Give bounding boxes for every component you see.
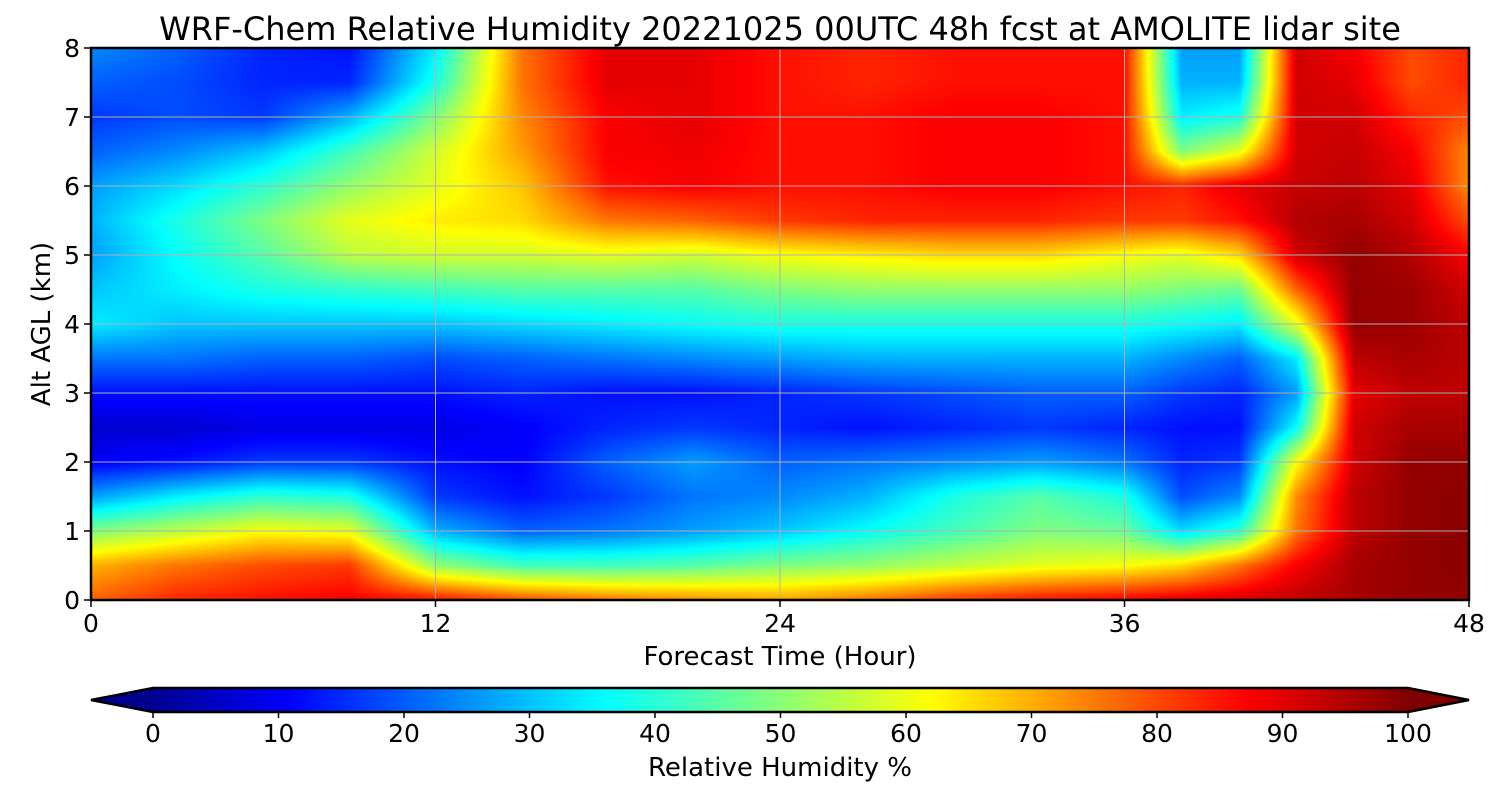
y-tick-label: 0 <box>64 586 80 615</box>
colorbar-tick-label: 90 <box>1267 719 1299 748</box>
y-tick-label: 6 <box>64 172 80 201</box>
colorbar-extend-min <box>91 688 153 712</box>
colorbar-ticks: 0 10 20 30 40 50 60 70 80 90 100 <box>145 712 1432 748</box>
x-tick-label: 0 <box>83 609 99 638</box>
y-tick-label: 3 <box>64 379 80 408</box>
colorbar-tick-label: 10 <box>263 719 295 748</box>
chart-title: WRF-Chem Relative Humidity 20221025 00UT… <box>159 10 1401 48</box>
colorbar: 0 10 20 30 40 50 60 70 80 90 100 Relative Humidity… <box>90 686 1470 783</box>
colorbar-tick-label: 60 <box>890 719 922 748</box>
colorbar-tick-label: 50 <box>765 719 797 748</box>
colorbar-tick-label: 20 <box>388 719 420 748</box>
colorbar-tick-label: 0 <box>145 719 161 748</box>
y-axis-label: Alt AGL (km) <box>27 242 57 406</box>
x-axis-label: Forecast Time (Hour) <box>643 642 916 672</box>
x-tick-label: 12 <box>420 609 452 638</box>
colorbar-tick-label: 40 <box>639 719 671 748</box>
colorbar-tick-label: 70 <box>1016 719 1048 748</box>
y-tick-label: 7 <box>64 103 80 132</box>
colorbar-extend-max <box>1408 688 1469 712</box>
colorbar-body <box>153 688 1408 712</box>
colorbar-tick-label: 30 <box>514 719 546 748</box>
colorbar-label: Relative Humidity % <box>648 753 912 783</box>
y-tick-label: 5 <box>64 241 80 270</box>
y-ticks: 0 1 2 3 4 5 6 7 8 <box>64 34 91 615</box>
y-tick-label: 8 <box>64 34 80 63</box>
x-tick-label: 24 <box>764 609 796 638</box>
y-tick-label: 4 <box>64 310 80 339</box>
y-tick-label: 2 <box>64 448 80 477</box>
x-tick-label: 36 <box>1109 609 1141 638</box>
x-tick-label: 48 <box>1453 609 1485 638</box>
colorbar-tick-label: 80 <box>1141 719 1173 748</box>
colorbar-tick-label: 100 <box>1384 719 1432 748</box>
y-tick-label: 1 <box>64 517 80 546</box>
x-ticks: 0 12 24 36 48 <box>83 600 1485 638</box>
